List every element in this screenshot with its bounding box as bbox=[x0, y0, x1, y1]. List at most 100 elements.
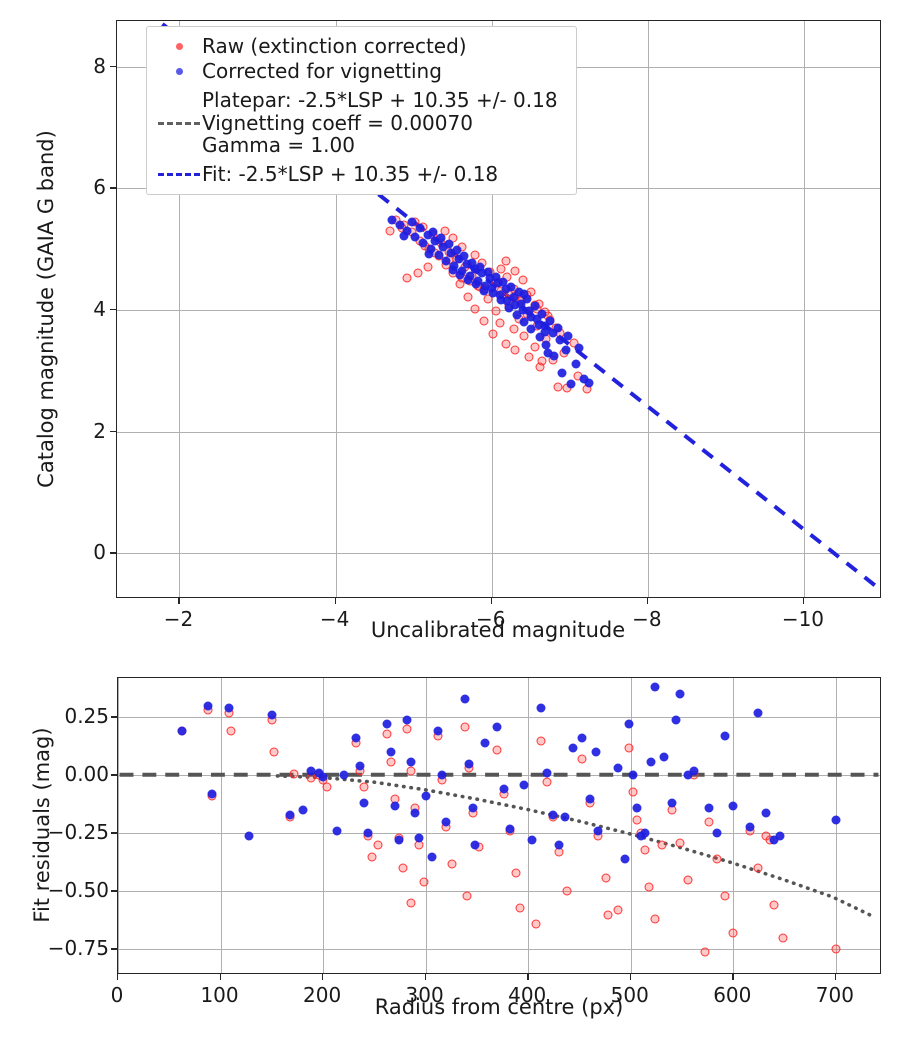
fit-line bbox=[161, 22, 880, 591]
data-point-corrected bbox=[448, 265, 458, 275]
legend-marker-raw bbox=[156, 43, 202, 50]
legend-platepar-line3: Gamma = 1.00 bbox=[202, 133, 355, 158]
residual-point-corrected bbox=[339, 770, 349, 780]
data-point-raw bbox=[483, 294, 493, 304]
data-point-corrected bbox=[504, 303, 514, 313]
residual-point-corrected bbox=[568, 743, 578, 753]
residual-point-corrected bbox=[437, 770, 447, 780]
x-tick-label: 700 bbox=[815, 983, 854, 1007]
residual-point-corrected bbox=[224, 703, 234, 713]
residual-point-corrected bbox=[671, 715, 681, 725]
y-tick-label: 0.00 bbox=[64, 762, 109, 787]
residual-point-raw bbox=[831, 944, 841, 954]
data-point-raw bbox=[501, 256, 511, 266]
x-tick bbox=[646, 598, 649, 604]
data-point-corrected bbox=[446, 248, 456, 258]
gridline-horizontal bbox=[118, 949, 880, 951]
y-tick-label: 0.25 bbox=[64, 704, 109, 729]
residual-point-corrected bbox=[414, 833, 424, 843]
residual-point-corrected bbox=[593, 826, 603, 836]
data-point-corrected bbox=[563, 331, 573, 341]
top-yaxis-label: Catalog magnitude (GAIA G band) bbox=[34, 130, 58, 488]
residual-point-raw bbox=[624, 743, 634, 753]
residual-point-corrected bbox=[505, 824, 515, 834]
data-point-raw bbox=[509, 324, 519, 334]
residual-point-corrected bbox=[527, 835, 537, 845]
data-point-corrected bbox=[541, 340, 551, 350]
data-point-corrected bbox=[524, 306, 534, 316]
data-point-corrected bbox=[477, 268, 487, 278]
y-tick-label: −0.50 bbox=[47, 878, 109, 903]
residual-point-raw bbox=[577, 754, 587, 764]
gridline-vertical bbox=[323, 678, 325, 973]
data-point-raw bbox=[518, 275, 528, 285]
residual-point-raw bbox=[382, 729, 392, 739]
residual-point-raw bbox=[562, 886, 572, 896]
residual-point-corrected bbox=[464, 759, 474, 769]
residual-point-corrected bbox=[761, 808, 771, 818]
residual-point-corrected bbox=[542, 768, 552, 778]
residual-point-corrected bbox=[382, 719, 392, 729]
residual-point-corrected bbox=[745, 822, 755, 831]
data-point-corrected bbox=[488, 288, 498, 298]
gridline-horizontal bbox=[118, 717, 880, 719]
residual-point-corrected bbox=[712, 828, 722, 838]
residual-point-corrected bbox=[704, 803, 714, 813]
y-tick bbox=[110, 430, 116, 433]
residual-point-corrected bbox=[591, 747, 601, 757]
residual-point-corrected bbox=[667, 798, 677, 808]
gridline-vertical bbox=[733, 678, 735, 973]
data-point-raw bbox=[402, 273, 412, 283]
residual-point-corrected bbox=[267, 710, 277, 720]
residual-point-raw bbox=[753, 863, 763, 873]
residual-point-raw bbox=[650, 914, 660, 924]
data-point-corrected bbox=[407, 217, 417, 227]
data-point-raw bbox=[488, 329, 498, 339]
data-point-corrected bbox=[470, 264, 480, 274]
data-point-corrected bbox=[436, 233, 446, 243]
data-point-corrected bbox=[518, 305, 528, 315]
data-point-corrected bbox=[428, 227, 438, 237]
top-panel: Uncalibrated magnitude Catalog magnitude… bbox=[34, 20, 881, 642]
x-tick bbox=[802, 598, 805, 604]
x-tick bbox=[732, 974, 734, 980]
gridline-vertical bbox=[425, 678, 427, 973]
data-point-corrected bbox=[530, 301, 540, 311]
data-point-corrected bbox=[553, 323, 563, 333]
residual-point-raw bbox=[515, 903, 525, 913]
residual-point-raw bbox=[398, 863, 408, 873]
data-point-corrected bbox=[501, 284, 511, 294]
data-point-corrected bbox=[430, 236, 440, 246]
residual-point-raw bbox=[367, 852, 377, 862]
residual-point-corrected bbox=[203, 701, 213, 711]
residual-point-corrected bbox=[427, 852, 437, 862]
residual-point-corrected bbox=[390, 801, 400, 811]
residual-point-corrected bbox=[394, 835, 404, 845]
residual-point-corrected bbox=[421, 791, 431, 801]
data-point-corrected bbox=[395, 220, 405, 230]
data-point-corrected bbox=[452, 245, 462, 255]
residual-point-corrected bbox=[689, 766, 699, 776]
x-tick-label: 100 bbox=[200, 983, 239, 1007]
residual-point-corrected bbox=[585, 794, 595, 804]
residual-point-raw bbox=[511, 868, 521, 878]
residual-point-raw bbox=[712, 854, 722, 864]
legend-marker-platepar bbox=[156, 121, 202, 125]
x-tick-label: 400 bbox=[508, 983, 547, 1007]
data-point-corrected bbox=[502, 296, 512, 306]
gridline-horizontal bbox=[118, 891, 880, 893]
legend-platepar-block: Platepar: -2.5*LSP + 10.35 +/- 0.18 Vign… bbox=[202, 89, 558, 158]
top-legend: Raw (extinction corrected) Corrected for… bbox=[146, 26, 577, 195]
residual-point-raw bbox=[359, 782, 369, 792]
gridline-horizontal bbox=[118, 833, 880, 835]
data-point-raw bbox=[519, 331, 529, 341]
residual-point-raw bbox=[778, 933, 788, 943]
data-point-corrected bbox=[483, 267, 493, 277]
residual-point-raw bbox=[728, 928, 738, 938]
data-point-corrected bbox=[540, 327, 550, 337]
data-point-corrected bbox=[441, 256, 451, 266]
residual-point-raw bbox=[657, 840, 667, 850]
x-tick-label: 0 bbox=[110, 983, 124, 1007]
legend-label-raw: Raw (extinction corrected) bbox=[202, 34, 467, 59]
data-point-corrected bbox=[498, 277, 508, 287]
